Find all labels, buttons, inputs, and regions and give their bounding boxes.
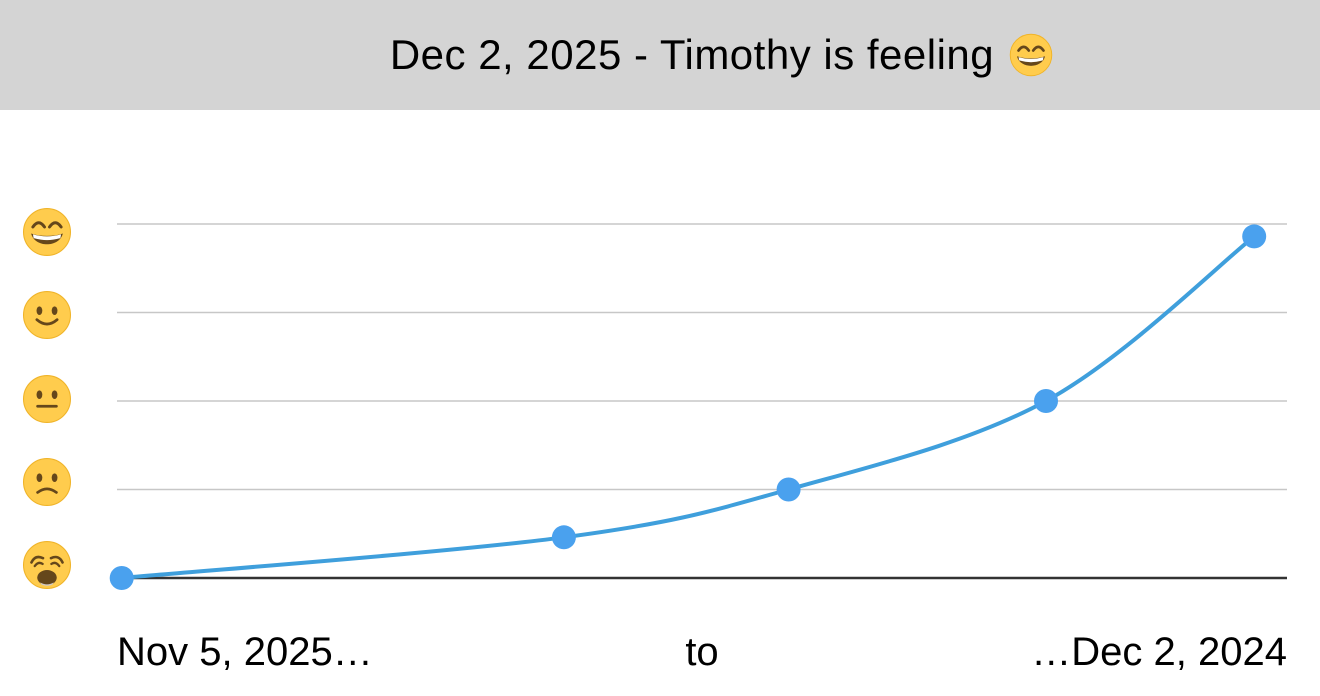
- grinning-face-with-smiling-eyes-icon: [1008, 32, 1054, 78]
- slightly-frowning-face-icon: [21, 456, 73, 508]
- mood-curve: [119, 234, 1257, 580]
- weary-face-icon: [21, 539, 73, 591]
- neutral-face-icon: [21, 373, 73, 425]
- title-wrap: Dec 2, 2025 - Timothy is feeling: [390, 31, 1054, 79]
- data-point: [1242, 224, 1267, 249]
- x-axis: Nov 5, 2025… to …Dec 2, 2024: [117, 630, 1287, 675]
- header-bar: Dec 2, 2025 - Timothy is feeling: [0, 0, 1320, 110]
- grinning-face-with-smiling-eyes-icon: [21, 206, 73, 258]
- data-point: [1034, 389, 1058, 413]
- data-point: [551, 525, 576, 550]
- slightly-smiling-face-icon: [21, 289, 73, 341]
- x-axis-start-label: Nov 5, 2025…: [117, 630, 373, 674]
- data-point: [109, 566, 134, 590]
- page-title: Dec 2, 2025 - Timothy is feeling: [389, 31, 995, 78]
- data-point: [776, 477, 801, 502]
- x-axis-to-label: to: [685, 630, 719, 674]
- x-axis-end-label: …Dec 2, 2024: [1031, 630, 1287, 674]
- y-axis-emoji-scale: [21, 206, 73, 591]
